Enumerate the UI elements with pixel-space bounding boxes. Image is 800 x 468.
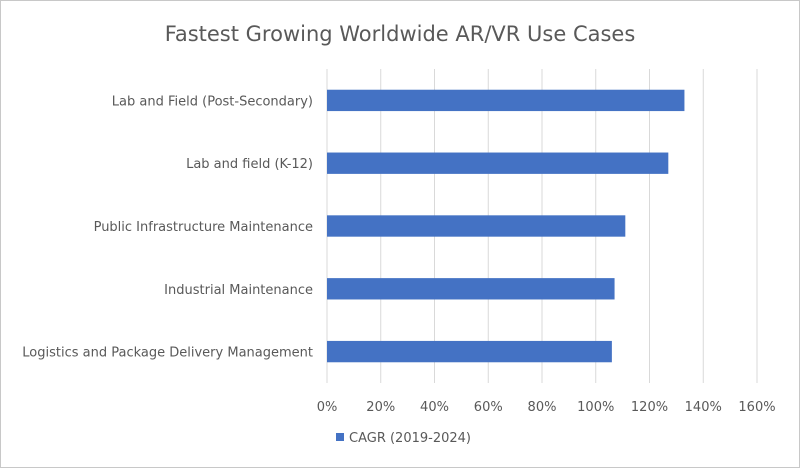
category-label: Logistics and Package Delivery Managemen… (22, 346, 313, 361)
legend-swatch (336, 433, 344, 441)
x-tick-label: 40% (420, 400, 449, 415)
x-tick-label: 160% (738, 400, 775, 415)
x-tick-label: 20% (366, 400, 395, 415)
category-label: Lab and field (K-12) (186, 157, 313, 172)
x-tick-label: 100% (577, 400, 614, 415)
x-tick-label: 80% (528, 400, 557, 415)
x-tick-labels: 0% 20% 40% 60% 80% 100% 120% 140% 160% (317, 400, 776, 415)
legend: CAGR (2019-2024) (336, 431, 471, 446)
legend-label: CAGR (2019-2024) (349, 431, 471, 446)
x-tick-label: 60% (474, 400, 503, 415)
category-label: Industrial Maintenance (164, 283, 313, 298)
x-tick-label: 0% (317, 400, 338, 415)
chart-title: Fastest Growing Worldwide AR/VR Use Case… (165, 22, 636, 46)
bar (327, 215, 626, 237)
x-tick-label: 120% (631, 400, 668, 415)
bar (327, 278, 615, 300)
category-labels: Lab and Field (Post-Secondary) Lab and fi… (22, 94, 313, 360)
x-tick-label: 140% (685, 400, 722, 415)
category-label: Lab and Field (Post-Secondary) (112, 94, 313, 109)
category-label: Public Infrastructure Maintenance (94, 220, 313, 235)
bar (327, 340, 612, 363)
bars (327, 89, 685, 363)
bar (327, 89, 685, 112)
bar (327, 152, 669, 174)
